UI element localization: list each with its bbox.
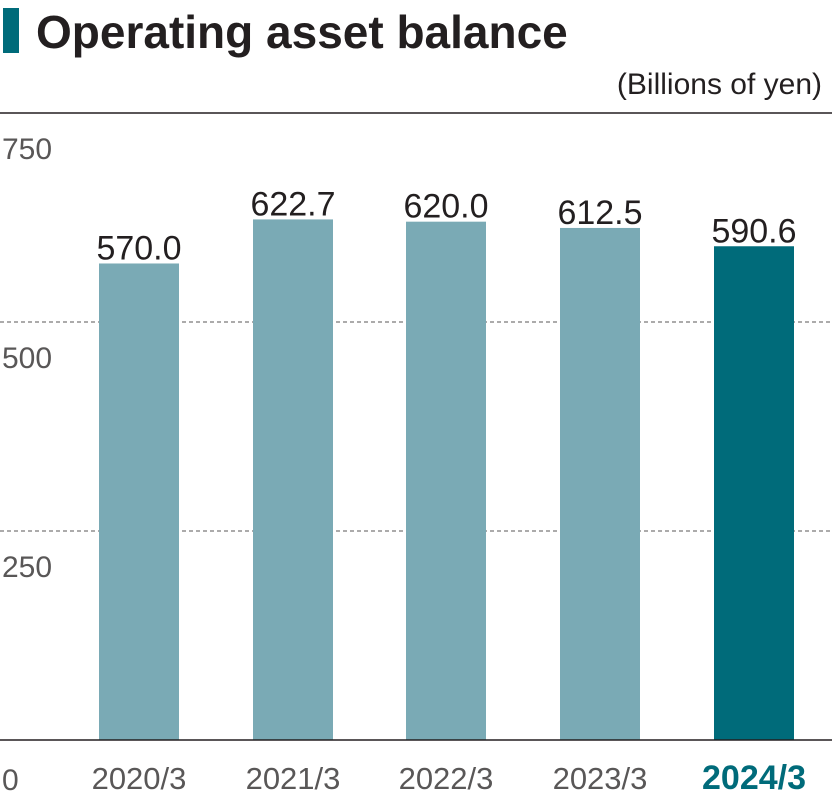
y-tick-label-0: 0 [2, 764, 19, 797]
bar-2022/3 [406, 221, 486, 740]
value-label-2021/3: 622.7 [250, 185, 335, 223]
bar-2020/3 [99, 263, 179, 740]
bar-2021/3 [253, 219, 333, 741]
unit-label: (Billions of yen) [617, 68, 822, 101]
bars [99, 219, 794, 741]
title-accent-marker [3, 8, 19, 53]
bar-2023/3 [560, 227, 640, 740]
value-label-2022/3: 620.0 [403, 188, 488, 226]
x-tick-label-2022/3: 2022/3 [399, 761, 494, 796]
x-tick-label-2024/3: 2024/3 [702, 759, 806, 797]
x-tick-label-2020/3: 2020/3 [92, 761, 187, 796]
value-labels: 570.0 622.7 620.0 612.5 590.6 [96, 185, 796, 267]
value-label-2023/3: 612.5 [557, 194, 642, 232]
chart-title: Operating asset balance [36, 6, 568, 58]
y-tick-label-250: 250 [2, 551, 52, 584]
y-tick-label-750: 750 [2, 133, 52, 166]
x-axis-ticks: 2020/3 2021/3 2022/3 2023/3 2024/3 [92, 759, 806, 797]
value-label-2024/3: 590.6 [711, 212, 796, 250]
y-tick-label-500: 500 [2, 342, 52, 375]
y-axis-ticks: 0 250 500 750 [2, 133, 52, 797]
x-tick-label-2023/3: 2023/3 [553, 761, 648, 796]
value-label-2020/3: 570.0 [96, 229, 181, 267]
bar-2024/3 [714, 246, 794, 740]
x-tick-label-2021/3: 2021/3 [246, 761, 341, 796]
